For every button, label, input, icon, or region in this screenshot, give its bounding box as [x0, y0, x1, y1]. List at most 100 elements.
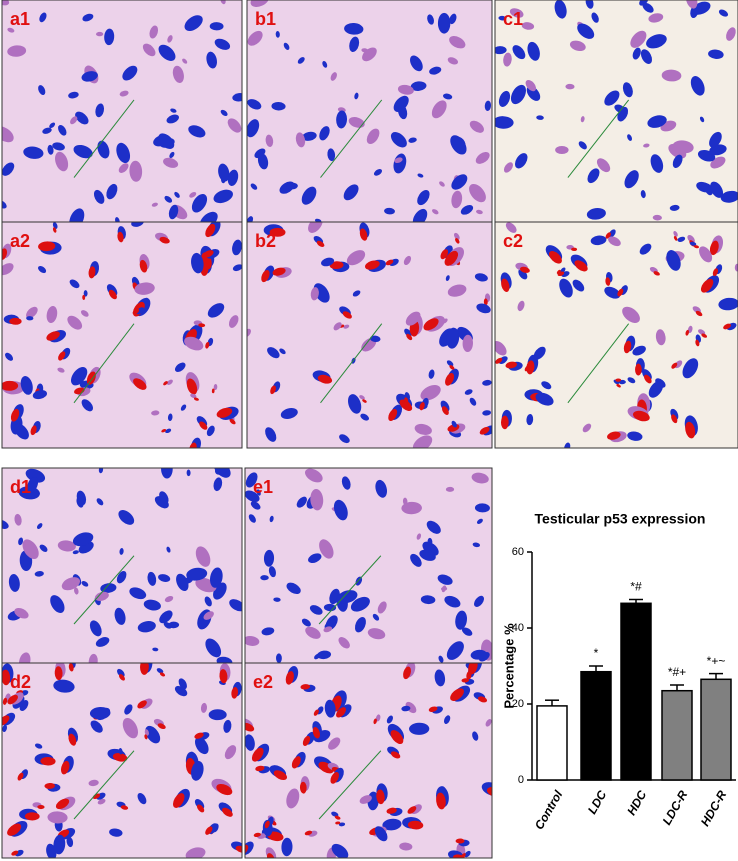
stain [605, 277, 611, 286]
stain [235, 845, 242, 853]
cell [188, 125, 206, 138]
cell [119, 548, 124, 555]
cell [267, 347, 280, 359]
stain [419, 402, 425, 411]
cell [95, 637, 110, 647]
cell [214, 38, 231, 50]
cell [153, 134, 171, 147]
cell [18, 537, 24, 546]
cell [295, 132, 306, 148]
cell [698, 329, 706, 335]
cell [474, 503, 490, 513]
cell [521, 22, 535, 30]
stain [693, 245, 700, 249]
cell [408, 137, 417, 143]
cell [526, 413, 534, 426]
stain [403, 666, 411, 680]
cell [279, 348, 286, 355]
cell [186, 567, 208, 581]
cell [656, 42, 663, 47]
stain [2, 715, 10, 726]
stain [222, 807, 233, 817]
cell [72, 532, 94, 547]
cell [708, 49, 724, 59]
cell [434, 669, 446, 687]
cell [429, 66, 442, 75]
stain [118, 674, 125, 681]
cell [367, 628, 386, 640]
stain [436, 792, 446, 810]
cell [310, 488, 324, 511]
panel-label: a2 [10, 231, 30, 251]
cell [122, 717, 139, 739]
cell [134, 282, 155, 295]
stain [7, 823, 22, 836]
stain [299, 781, 307, 794]
cell [118, 510, 135, 525]
cell [354, 617, 366, 633]
pointer [73, 555, 135, 625]
cell [118, 748, 123, 755]
cell [569, 40, 586, 51]
cell [398, 104, 408, 120]
cell [116, 142, 131, 164]
cell [541, 381, 552, 390]
stain [159, 672, 166, 677]
stain [44, 782, 55, 789]
cell [248, 514, 256, 523]
histology-image [245, 468, 492, 663]
cell [81, 581, 89, 587]
y-tick-label: 0 [518, 774, 524, 786]
cell [590, 235, 607, 246]
cell [232, 93, 242, 102]
cell [410, 553, 422, 567]
stain [304, 830, 313, 836]
cell [280, 407, 298, 419]
cell [390, 132, 407, 148]
cell [509, 8, 524, 18]
stain [285, 671, 294, 685]
cell [375, 479, 388, 498]
cell [305, 468, 323, 483]
cell [449, 13, 457, 25]
stain [723, 323, 732, 330]
cell [655, 329, 666, 346]
cell [416, 533, 422, 540]
cell [90, 720, 103, 733]
cell [401, 501, 422, 515]
stain [251, 747, 264, 762]
cell [38, 265, 47, 274]
cell [308, 553, 322, 564]
cell [247, 119, 260, 138]
cell [632, 345, 646, 356]
cell [144, 729, 149, 736]
cell [213, 383, 218, 390]
stain [477, 696, 488, 703]
cell [310, 287, 319, 301]
cell [343, 184, 359, 201]
cell [203, 611, 214, 620]
cell [269, 515, 274, 523]
cell [498, 15, 507, 21]
cell [420, 595, 436, 605]
stain [133, 378, 147, 390]
cell [53, 679, 75, 693]
cell [55, 151, 69, 172]
cell [484, 100, 492, 112]
stain [205, 223, 216, 238]
cell [555, 145, 569, 155]
pointer [320, 99, 383, 178]
cell [129, 160, 143, 182]
cell [510, 84, 526, 105]
stain [186, 378, 198, 395]
stain [500, 415, 509, 430]
cell [286, 582, 301, 594]
cell [559, 278, 573, 298]
stain [673, 236, 678, 241]
cell [34, 743, 43, 749]
cell [247, 30, 263, 46]
cell [2, 724, 7, 732]
cell [669, 204, 680, 211]
stain [399, 399, 413, 412]
stain [2, 380, 19, 391]
